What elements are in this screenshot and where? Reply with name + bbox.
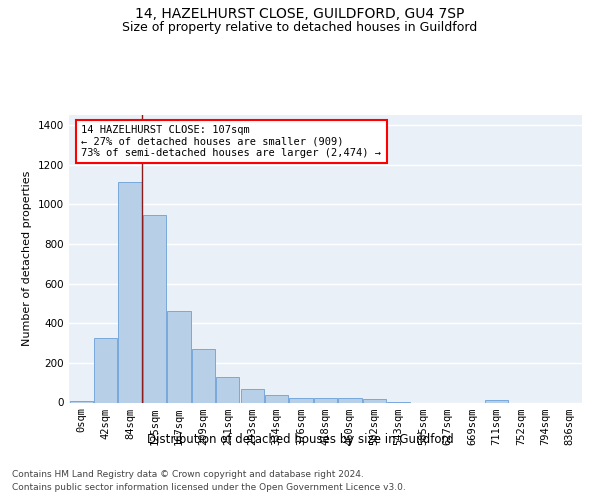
Bar xyxy=(94,338,117,402)
Bar xyxy=(118,182,142,402)
Bar xyxy=(314,398,337,402)
Text: 14, HAZELHURST CLOSE, GUILDFORD, GU4 7SP: 14, HAZELHURST CLOSE, GUILDFORD, GU4 7SP xyxy=(136,8,464,22)
Bar xyxy=(338,398,362,402)
Bar xyxy=(265,394,288,402)
Bar xyxy=(363,399,386,402)
Text: 14 HAZELHURST CLOSE: 107sqm
← 27% of detached houses are smaller (909)
73% of se: 14 HAZELHURST CLOSE: 107sqm ← 27% of det… xyxy=(82,125,382,158)
Bar xyxy=(485,400,508,402)
Text: Contains public sector information licensed under the Open Government Licence v3: Contains public sector information licen… xyxy=(12,482,406,492)
Bar xyxy=(192,349,215,403)
Bar xyxy=(143,215,166,402)
Text: Contains HM Land Registry data © Crown copyright and database right 2024.: Contains HM Land Registry data © Crown c… xyxy=(12,470,364,479)
Y-axis label: Number of detached properties: Number of detached properties xyxy=(22,171,32,346)
Text: Size of property relative to detached houses in Guildford: Size of property relative to detached ho… xyxy=(122,21,478,34)
Bar xyxy=(216,376,239,402)
Bar xyxy=(167,312,191,402)
Bar xyxy=(70,400,93,402)
Bar xyxy=(289,398,313,402)
Text: Distribution of detached houses by size in Guildford: Distribution of detached houses by size … xyxy=(146,432,454,446)
Bar xyxy=(241,389,264,402)
